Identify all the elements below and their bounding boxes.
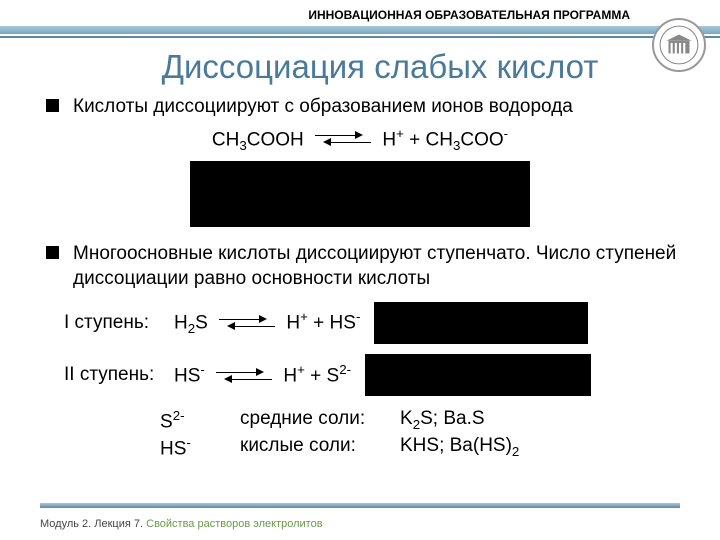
slide-title: Диссоциация слабых кислот [80,48,680,86]
s2p0: - [200,362,204,377]
s1r2: + HS [308,313,356,334]
s2p2: 2- [339,362,351,377]
eq1-s1: 3 [239,138,246,153]
sr2s: - [186,435,190,450]
step1-label: I ступень: [64,312,174,334]
step-2: II ступень: HS- H+ + S2- [64,354,680,396]
bullet-marker [46,246,59,259]
s1l2: S [195,313,208,334]
header-underline [0,36,720,38]
footer-line [40,503,680,508]
content: Диссоциация слабых кислот Кислоты диссоц… [0,44,720,461]
salt2-label: кислые соли: [240,435,400,460]
salt1-ex: K2S; Ba.S [400,408,485,433]
salt-row-2: HS- кислые соли: KHS; Ba(HS)2 [160,435,680,460]
sr1i: S [160,411,173,432]
bullet-2-text: Многоосновные кислоты диссоциируют ступе… [73,241,680,292]
equilibrium-arrow [219,317,275,331]
eq1-r3: COO [460,129,503,150]
header: ИННОВАЦИОННАЯ ОБРАЗОВАТЕЛЬНАЯ ПРОГРАММА [0,0,720,44]
step2-label: II ступень: [64,364,174,386]
footer-module: Модуль 2. Лекция 7. [40,518,146,530]
sr2sub: 2 [512,444,519,459]
sr1s: 2- [173,408,185,423]
s1r1: H [286,313,300,334]
sr1e1: K [400,408,413,429]
s1l1: H [174,313,188,334]
eq1-p1: + [396,126,404,141]
header-stripe [0,26,720,34]
s2r2: + S [305,366,339,387]
eq1-r2: + CH [404,129,453,150]
sr2i: HS [160,439,186,460]
redacted-block-1 [190,161,530,227]
bullet-2: Многоосновные кислоты диссоциируют ступе… [40,241,680,292]
salt2-ion: HS- [160,435,240,460]
eq1-r1: H [382,129,396,150]
equilibrium-arrow [315,133,371,147]
sr2e1: KHS; Ba(HS) [400,435,512,456]
sr1sub: 2 [413,417,420,432]
redacted-block-3 [365,354,591,396]
sr1e2: S; Ba.S [420,408,484,429]
equation-1: CH3COOH H+ + CH3COO- [40,126,680,153]
bullet-1-text: Кислоты диссоциируют с образованием ионо… [73,94,573,120]
step1-eq: H2S H+ + HS- [174,309,360,336]
s2r1: H [283,366,297,387]
step-1: I ступень: H2S H+ + HS- [64,302,680,344]
s2p1: + [297,362,305,377]
bullet-1: Кислоты диссоциируют с образованием ионо… [40,94,680,120]
footer-topic: Свойства растворов электролитов [146,518,322,530]
bullet-marker [46,99,59,112]
footer: Модуль 2. Лекция 7. Свойства растворов э… [40,518,323,530]
s1p2: - [356,309,360,324]
salt1-ion: S2- [160,408,240,433]
eq1-p2: - [504,126,508,141]
salt1-label: средние соли: [240,408,400,433]
institution-logo [652,18,706,72]
salts-section: S2- средние соли: K2S; Ba.S HS- кислые с… [160,408,680,461]
step2-eq: HS- H+ + S2- [174,362,351,387]
salt2-ex: KHS; Ba(HS)2 [400,435,519,460]
equilibrium-arrow [216,370,272,384]
eq1-m: COOH [247,129,304,150]
program-label: ИННОВАЦИОННАЯ ОБРАЗОВАТЕЛЬНАЯ ПРОГРАММА [308,8,630,22]
s1p1: + [300,309,308,324]
redacted-block-2 [374,302,588,344]
salt-row-1: S2- средние соли: K2S; Ba.S [160,408,680,433]
eq1-l: CH [212,129,239,150]
s2l1: HS [174,366,200,387]
